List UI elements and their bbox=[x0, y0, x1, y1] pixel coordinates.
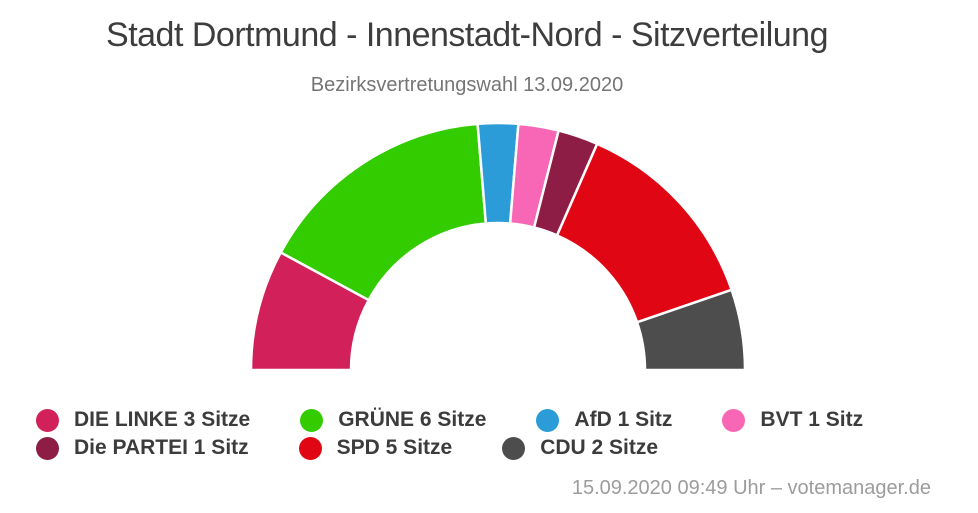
timestamp-credit: 15.09.2020 09:49 Uhr – votemanager.de bbox=[571, 477, 931, 499]
legend-marker-icon bbox=[722, 408, 746, 432]
legend-label: SPD 5 Sitze bbox=[336, 436, 453, 459]
legend-row: Die PARTEI 1 Sitz SPD 5 Sitze CDU 2 Sitze bbox=[36, 434, 966, 462]
legend-item-cdu[interactable]: CDU 2 Sitze bbox=[502, 436, 658, 460]
legend-marker-icon bbox=[536, 408, 560, 432]
legend-item-die-linke[interactable]: DIE LINKE 3 Sitze bbox=[36, 408, 250, 432]
chart-subtitle: Bezirksvertretungswahl 13.09.2020 bbox=[310, 74, 624, 96]
legend-label: DIE LINKE 3 Sitze bbox=[74, 408, 251, 431]
legend-label: Die PARTEI 1 Sitz bbox=[74, 436, 249, 459]
legend-marker-icon bbox=[298, 436, 322, 460]
legend-marker-icon bbox=[300, 408, 324, 432]
page-title: Stadt Dortmund - Innenstadt-Nord - Sitzv… bbox=[106, 16, 828, 54]
legend-item-spd[interactable]: SPD 5 Sitze bbox=[298, 436, 453, 460]
legend-item-afd[interactable]: AfD 1 Sitz bbox=[536, 408, 672, 432]
legend-row: DIE LINKE 3 Sitze GRÜNE 6 Sitze AfD 1 Sitz… bbox=[36, 406, 966, 434]
legend-marker-icon bbox=[36, 408, 59, 432]
legend-item-die-partei[interactable]: Die PARTEI 1 Sitz bbox=[36, 436, 249, 460]
legend: DIE LINKE 3 Sitze GRÜNE 6 Sitze AfD 1 Sitz… bbox=[36, 406, 966, 462]
legend-label: BVT 1 Sitz bbox=[760, 408, 864, 431]
legend-marker-icon bbox=[36, 436, 59, 460]
legend-label: CDU 2 Sitze bbox=[540, 436, 659, 459]
legend-item-bvt[interactable]: BVT 1 Sitz bbox=[722, 408, 863, 432]
legend-item-grüne[interactable]: GRÜNE 6 Sitze bbox=[300, 408, 486, 432]
legend-label: AfD 1 Sitz bbox=[574, 408, 673, 431]
slice-cdu[interactable] bbox=[635, 288, 747, 372]
legend-marker-icon bbox=[502, 436, 526, 460]
legend-label: GRÜNE 6 Sitze bbox=[338, 408, 487, 431]
